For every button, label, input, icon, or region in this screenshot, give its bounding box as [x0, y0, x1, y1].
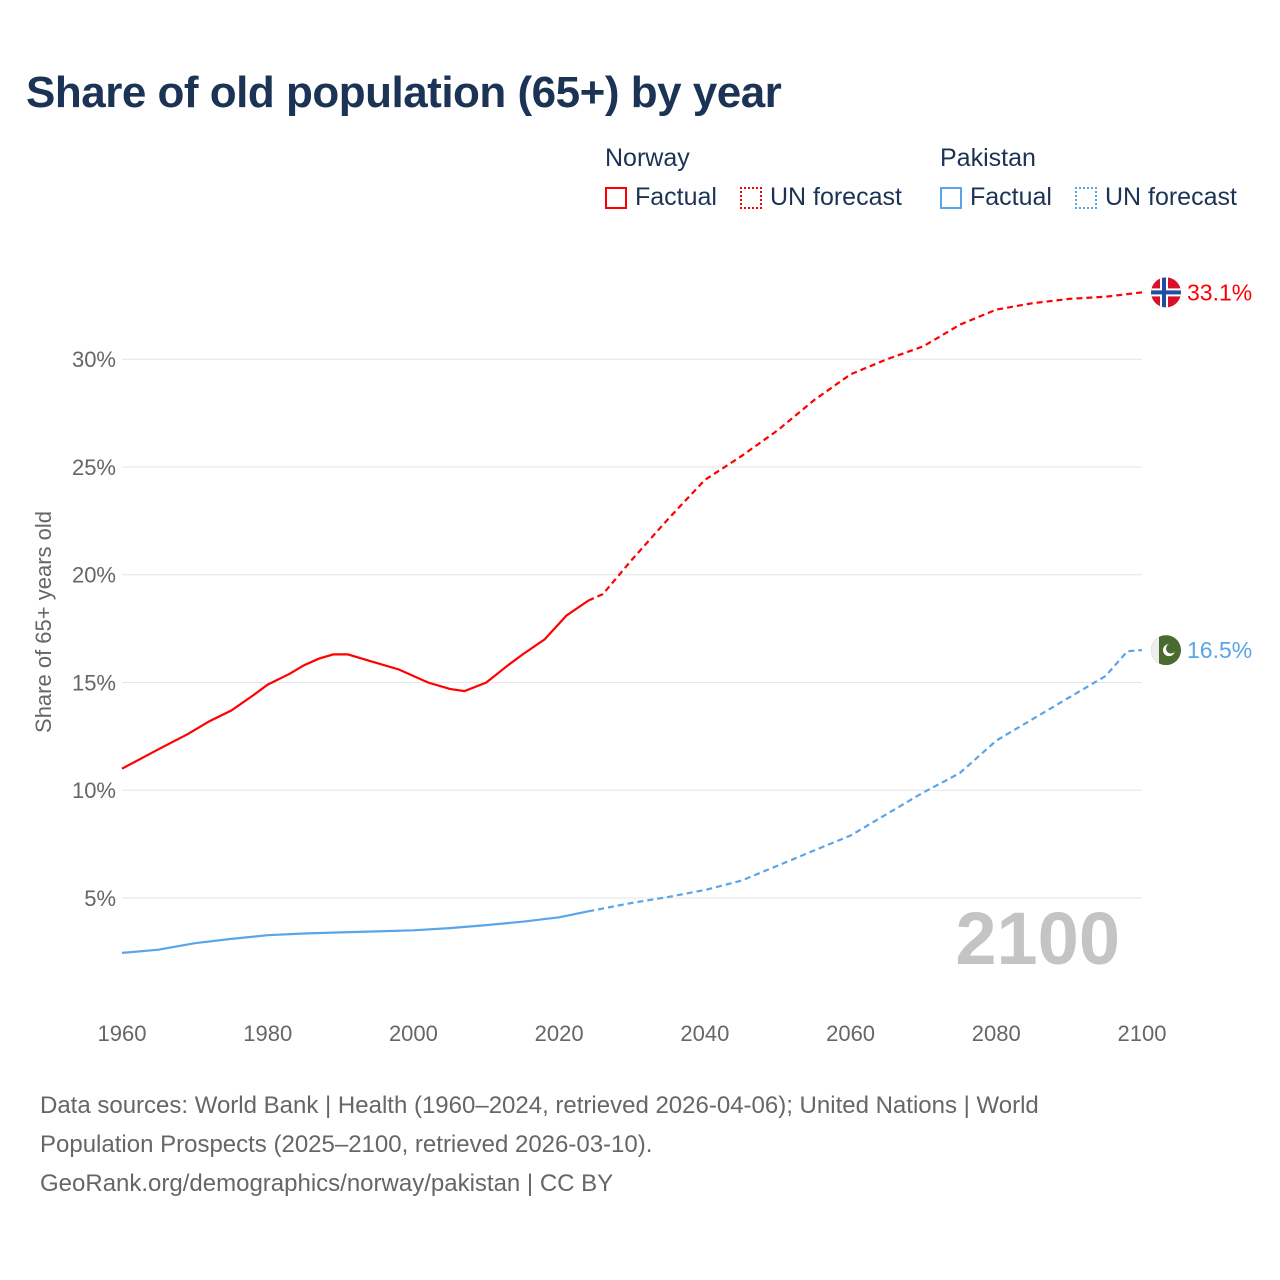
norway-factual-line: [121, 599, 589, 770]
x-tick-label: 2060: [826, 1021, 875, 1046]
x-tick-label: 1980: [243, 1021, 292, 1046]
y-tick-label: 30%: [72, 347, 116, 372]
y-tick-label: 25%: [72, 455, 116, 480]
legend-label: UN forecast: [769, 183, 902, 211]
x-tick-label: 2000: [389, 1021, 438, 1046]
y-tick-label: 5%: [84, 886, 116, 911]
x-tick-label: 2040: [680, 1021, 729, 1046]
legend-country-norway: Norway: [605, 144, 690, 172]
y-axis-label: Share of 65+ years old: [31, 511, 56, 733]
legend-swatch-dotted: [1074, 186, 1097, 209]
legend-norway: Norway Factual UN forecast: [605, 144, 918, 216]
x-tick-label: 2020: [535, 1021, 584, 1046]
legend-swatch-solid: [940, 186, 962, 209]
y-tick-label: 20%: [72, 563, 116, 588]
pakistan-forecast-line: [588, 649, 1143, 913]
footer-line: Data sources: World Bank | Health (1960–…: [40, 1092, 1039, 1119]
year-watermark: 2100: [955, 897, 1120, 980]
legend-pakistan-forecast[interactable]: UN forecast: [1074, 183, 1237, 212]
legend-swatch-dotted: [739, 186, 762, 209]
legend-norway-forecast[interactable]: UN forecast: [739, 183, 902, 212]
legend-label: UN forecast: [1104, 183, 1237, 211]
legend-swatch-solid: [605, 186, 627, 209]
x-tick-label: 1960: [98, 1021, 147, 1046]
y-tick-label: 15%: [72, 670, 116, 695]
y-tick-label: 10%: [72, 778, 116, 803]
legend-pakistan-factual[interactable]: Factual: [940, 183, 1052, 212]
footer-link[interactable]: GeoRank.org/demographics/norway/pakistan…: [40, 1170, 614, 1197]
x-tick-label: 2080: [972, 1021, 1021, 1046]
pakistan-end-label: 16.5%: [1187, 637, 1252, 663]
chart-title: Share of old population (65+) by year: [26, 68, 782, 117]
legend-pakistan: Pakistan Factual UN forecast: [940, 144, 1253, 216]
x-tick-label: 2100: [1118, 1021, 1167, 1046]
legend-norway-factual[interactable]: Factual: [605, 183, 717, 212]
legend-label: Factual: [970, 183, 1052, 211]
norway-flag-icon: [1151, 277, 1181, 308]
pakistan-factual-line: [121, 910, 589, 954]
norway-end-label: 33.1%: [1187, 279, 1252, 305]
pakistan-flag-icon: [1151, 635, 1181, 666]
footer-sources: Data sources: World Bank | Health (1960–…: [40, 1086, 1190, 1203]
norway-forecast-line: [587, 291, 1143, 602]
legend-label: Factual: [635, 183, 717, 211]
legend-country-pakistan: Pakistan: [940, 144, 1036, 172]
footer-line: Population Prospects (2025–2100, retriev…: [40, 1131, 653, 1158]
